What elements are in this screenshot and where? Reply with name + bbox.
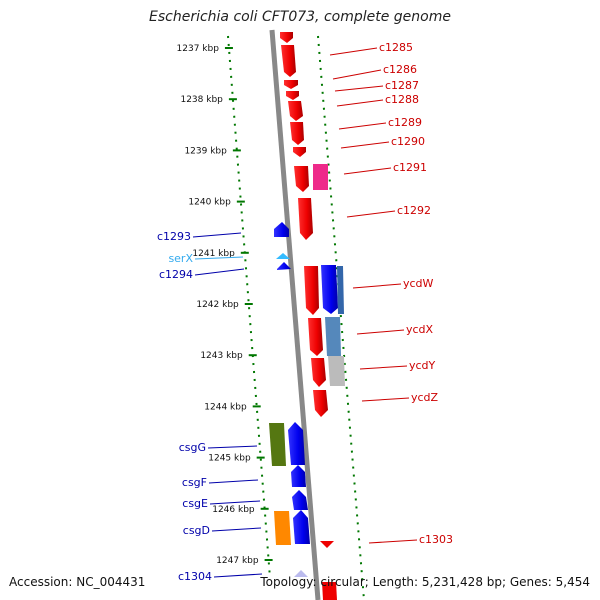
label-csgG[interactable]: csgG xyxy=(179,441,206,454)
gene-csgD-orange[interactable] xyxy=(274,511,291,545)
label-ycdX[interactable]: ycdX xyxy=(406,323,434,336)
gene-c1290b[interactable] xyxy=(293,147,306,157)
right-dotted-guide xyxy=(317,35,365,600)
rna-label-line xyxy=(194,256,244,260)
label-csgD[interactable]: csgD xyxy=(183,524,210,537)
tick-label: 1245 kbp xyxy=(208,454,251,464)
tick-label: 1244 kbp xyxy=(204,402,247,412)
label-csgF[interactable]: csgF xyxy=(182,476,207,489)
genome-summary: Topology: circular; Length: 5,231,428 bp… xyxy=(260,575,590,589)
gene-c1289[interactable] xyxy=(288,101,303,121)
tick-label: 1240 kbp xyxy=(188,198,231,208)
tick-label: 1243 kbp xyxy=(200,351,243,361)
gene-c1288[interactable] xyxy=(286,91,299,100)
label-c1304[interactable]: c1304 xyxy=(178,570,212,583)
genome-backbone xyxy=(269,29,321,600)
tick-layer: 1237 kbp 1238 kbp 1239 kbp 1240 kbp 1241 kbp… xyxy=(177,44,273,566)
gene-c1294[interactable] xyxy=(277,262,291,270)
tick-label: 1247 kbp xyxy=(216,556,259,566)
forward-label-lines xyxy=(329,47,418,544)
label-ycdW[interactable]: ycdW xyxy=(403,277,434,290)
tick-label: 1242 kbp xyxy=(196,300,239,310)
tick-label: 1238 kbp xyxy=(180,95,223,105)
rna-serX[interactable] xyxy=(276,253,290,259)
tick-label: 1241 kbp xyxy=(192,249,235,259)
tick-label: 1239 kbp xyxy=(184,146,227,156)
gene-c1303[interactable] xyxy=(320,541,334,548)
label-c1288[interactable]: c1288 xyxy=(385,93,419,106)
gene-csgG-green[interactable] xyxy=(269,423,286,466)
label-c1294[interactable]: c1294 xyxy=(159,268,193,281)
label-c1285[interactable]: c1285 xyxy=(379,41,413,54)
gene-csgE[interactable] xyxy=(292,490,308,510)
gene-ycdW[interactable] xyxy=(304,266,319,315)
gene-c1304[interactable] xyxy=(294,570,308,577)
label-c1303[interactable]: c1303 xyxy=(419,533,453,546)
gene-ycdZ[interactable] xyxy=(313,390,328,417)
gene-csgG[interactable] xyxy=(288,422,305,465)
label-ycdZ[interactable]: ycdZ xyxy=(411,391,439,404)
gene-ycdW-blue[interactable] xyxy=(321,265,338,314)
forward-gene-labels: c1285 c1286 c1287 c1288 c1289 c1290 c129… xyxy=(379,41,453,546)
label-c1286[interactable]: c1286 xyxy=(383,63,417,76)
map-title: Escherichia coli CFT073, complete genome xyxy=(149,9,451,25)
tick-label: 1246 kbp xyxy=(212,505,255,515)
gene-c1285[interactable] xyxy=(280,32,293,43)
reverse-label-lines xyxy=(192,232,263,578)
forward-features xyxy=(280,32,345,600)
reverse-features xyxy=(269,222,310,577)
gene-c1290[interactable] xyxy=(290,122,304,145)
gene-ycdW-slate[interactable] xyxy=(337,266,344,314)
gene-ycdY-grey[interactable] xyxy=(328,356,345,386)
gene-c1286[interactable] xyxy=(281,45,296,77)
gene-c1292[interactable] xyxy=(298,198,313,240)
gene-c1287[interactable] xyxy=(284,80,298,89)
label-c1287[interactable]: c1287 xyxy=(385,79,419,92)
accession-text: Accession: NC_004431 xyxy=(9,575,146,589)
label-c1291[interactable]: c1291 xyxy=(393,161,427,174)
reverse-gene-labels: c1293 serX c1294 csgG csgF csgE csgD c13… xyxy=(157,230,212,583)
tick-label: 1237 kbp xyxy=(177,44,220,54)
label-csgE[interactable]: csgE xyxy=(182,497,208,510)
label-c1292[interactable]: c1292 xyxy=(397,204,431,217)
label-c1289[interactable]: c1289 xyxy=(388,116,422,129)
gene-csgD[interactable] xyxy=(293,510,310,544)
gene-c1291-pink[interactable] xyxy=(313,164,328,190)
label-c1290[interactable]: c1290 xyxy=(391,135,425,148)
gene-csgF[interactable] xyxy=(291,465,306,487)
label-serX[interactable]: serX xyxy=(168,252,193,265)
gene-ycdX-steel[interactable] xyxy=(325,317,341,356)
gene-c1303b[interactable] xyxy=(322,582,337,600)
gene-ycdX[interactable] xyxy=(308,318,323,356)
gene-ycdY[interactable] xyxy=(311,358,326,387)
gene-c1291[interactable] xyxy=(294,166,309,192)
label-ycdY[interactable]: ycdY xyxy=(409,359,436,372)
label-c1293[interactable]: c1293 xyxy=(157,230,191,243)
gene-c1293[interactable] xyxy=(274,222,289,237)
